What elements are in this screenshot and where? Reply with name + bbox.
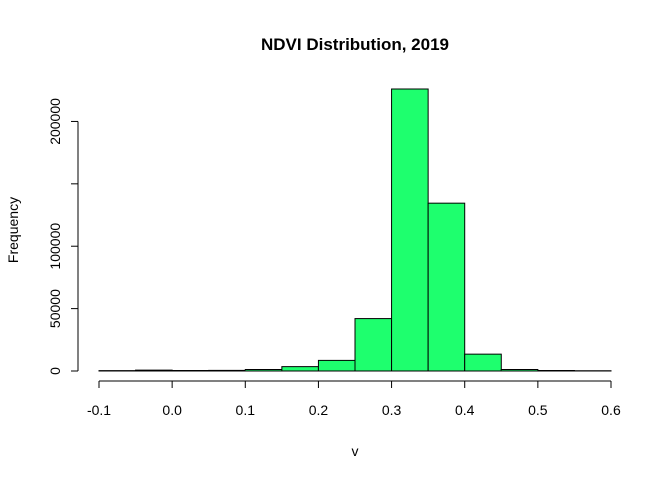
histogram-bar bbox=[281, 366, 319, 372]
y-axis: 0 50000 100000 200000 bbox=[47, 98, 79, 375]
x-tick-label: 0.0 bbox=[162, 402, 182, 418]
y-tick-label: 50000 bbox=[47, 289, 63, 328]
histogram-bar bbox=[391, 88, 429, 372]
histogram-bar bbox=[500, 369, 539, 372]
histogram-bar bbox=[427, 202, 466, 372]
histogram-bar bbox=[135, 369, 173, 372]
y-tick-label: 100000 bbox=[47, 223, 63, 270]
x-tick-label: 0.3 bbox=[382, 402, 402, 418]
x-tick-label: -0.1 bbox=[87, 402, 111, 418]
histogram-bar bbox=[537, 370, 575, 372]
histogram-bar bbox=[354, 318, 393, 372]
x-tick-label: 0.1 bbox=[236, 402, 256, 418]
histogram-bar bbox=[464, 353, 502, 372]
x-tick-label: 0.5 bbox=[528, 402, 548, 418]
histogram-bar bbox=[171, 370, 210, 372]
y-tick-label: 200000 bbox=[47, 98, 63, 145]
x-tick-label: 0.4 bbox=[455, 402, 475, 418]
y-tick-label: 0 bbox=[47, 367, 63, 375]
y-axis-label: Frequency bbox=[5, 197, 21, 263]
histogram-bar bbox=[208, 369, 246, 372]
histogram-bar bbox=[317, 359, 356, 372]
chart-title: NDVI Distribution, 2019 bbox=[261, 35, 449, 54]
x-axis: -0.1 0.0 0.1 0.2 0.3 0.4 0.5 0.6 bbox=[87, 380, 621, 418]
bars-layer bbox=[98, 88, 612, 372]
x-tick-label: 0.2 bbox=[309, 402, 329, 418]
x-axis-label: v bbox=[352, 443, 359, 459]
x-tick-label: 0.6 bbox=[601, 402, 621, 418]
histogram-bar bbox=[244, 369, 283, 372]
